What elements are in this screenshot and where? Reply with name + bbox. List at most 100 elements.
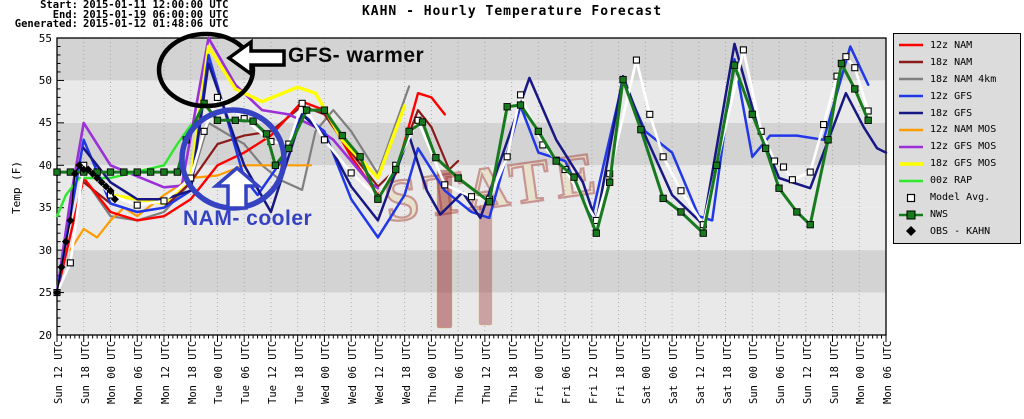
- marker-filled-square: [53, 168, 61, 176]
- x-tick-label: Wed 06 UTC: [347, 340, 360, 404]
- marker-open-square: [503, 153, 511, 161]
- marker-filled-square: [106, 168, 115, 176]
- legend-item-nammos12: 12z NAM MOS: [898, 123, 1020, 137]
- legend-label: 18z GFS MOS: [930, 158, 997, 170]
- y-tick-label: 45: [38, 116, 52, 130]
- x-tick-label: Sun 18 UTC: [828, 340, 841, 404]
- marker-diamond: [97, 178, 106, 187]
- marker-diamond: [102, 182, 111, 191]
- marker-filled-square: [503, 103, 511, 111]
- marker-filled-square: [356, 153, 364, 161]
- legend-label: 18z NAM 4km: [930, 73, 997, 85]
- marker-filled-square: [534, 127, 543, 135]
- legend-label: OBS - KAHN: [930, 225, 991, 237]
- annotation-nam-cooler: NAM- cooler: [183, 207, 313, 230]
- x-tick-label: Sat 00 UTC: [641, 340, 654, 404]
- marker-diamond: [84, 165, 93, 174]
- marker-diamond: [106, 186, 115, 195]
- y-tick-label: 35: [38, 201, 52, 215]
- series-nammos12: [69, 164, 313, 252]
- marker-filled-square: [699, 229, 707, 237]
- marker-diamond: [75, 161, 84, 170]
- run-info-label: End:: [52, 8, 78, 21]
- x-tick-label: Fri 06 UTC: [561, 340, 574, 404]
- run-info-row: End: 2015-01-19 06:00:00 UTC: [2, 8, 229, 21]
- legend-swatch-gfsmos18: [899, 162, 923, 166]
- legend-label: 12z NAM: [930, 39, 973, 51]
- legend-label: 12z GFS MOS: [930, 141, 997, 153]
- annotation-gfs-warmer: GFS- warmer: [288, 44, 425, 67]
- legend-item-gfsmos12: 12z GFS MOS: [898, 140, 1020, 154]
- legend-item-nam12: 12z NAM: [898, 38, 1020, 52]
- x-tick-label: Mon 12 UTC: [159, 340, 172, 404]
- legend-swatch-gfs12: [899, 94, 923, 98]
- marker-open-square: [677, 187, 685, 195]
- legend-swatch-nam12: [899, 44, 923, 47]
- x-tick-label: Mon 06 UTC: [133, 340, 146, 404]
- marker-filled-square: [730, 61, 739, 69]
- x-tick-label: Sat 18 UTC: [721, 340, 734, 404]
- run-info-row: Start: 2015-01-11 12:00:00 UTC: [2, 0, 228, 11]
- marker-filled-square: [320, 106, 329, 114]
- x-tick-label: Wed 00 UTC: [320, 340, 333, 404]
- x-tick-label: Sun 18 UTC: [79, 340, 92, 404]
- marker-open-square: [771, 157, 779, 165]
- x-tick-label: Fri 00 UTC: [534, 340, 547, 404]
- marker-filled-square: [418, 118, 427, 126]
- y-tick-label: 30: [38, 243, 52, 257]
- legend-swatch-obs: [906, 226, 916, 237]
- marker-open-square: [298, 99, 306, 107]
- marker-filled-square: [432, 153, 440, 162]
- band-light: [57, 207, 886, 251]
- marker-filled-square: [552, 157, 560, 165]
- chart-title: KAHN - Hourly Temperature Forecast: [361, 4, 663, 19]
- marker-filled-square: [748, 110, 756, 119]
- marker-filled-square: [824, 136, 832, 144]
- marker-filled-square: [570, 173, 578, 181]
- legend-label: 12z GFS: [930, 90, 973, 102]
- run-info-row: Generated: 2015-01-12 01:48:06 UTC: [2, 18, 229, 31]
- marker-open-square: [66, 259, 74, 267]
- x-tick-label: Mon 18 UTC: [186, 340, 199, 404]
- x-tick-label: Tue 12 UTC: [266, 340, 279, 404]
- y-tick-label: 40: [38, 158, 52, 172]
- watermark-shape: [436, 169, 453, 329]
- marker-filled-square: [285, 144, 293, 152]
- x-tick-label: Sun 06 UTC: [775, 340, 788, 404]
- y-tick-label: 55: [38, 31, 52, 45]
- marker-open-square: [806, 168, 814, 176]
- marker-filled-square: [133, 168, 141, 176]
- x-tick-label: Thu 12 UTC: [480, 340, 493, 404]
- x-tick-label: Thu 18 UTC: [507, 340, 520, 404]
- x-tick-label: Thu 06 UTC: [454, 340, 467, 404]
- marker-filled-square: [592, 229, 600, 237]
- legend-item-gfsmos18: 18z GFS MOS: [898, 157, 1020, 171]
- annotation-ellipse-gfs: [156, 31, 256, 109]
- marker-filled-square: [271, 161, 280, 169]
- marker-open-square: [788, 176, 796, 184]
- marker-filled-square: [302, 106, 311, 114]
- marker-open-square: [467, 193, 476, 201]
- legend-diamond: [906, 226, 916, 237]
- marker-filled-square: [213, 116, 222, 124]
- marker-filled-square: [677, 208, 685, 216]
- x-tick-label: Fri 18 UTC: [614, 340, 627, 404]
- marker-open-square: [213, 93, 222, 101]
- marker-diamond: [110, 195, 119, 204]
- marker-filled-square: [173, 168, 181, 176]
- run-info-label: Start:: [40, 0, 78, 11]
- run-info-label: Generated:: [14, 18, 78, 31]
- legend-item-nam18: 18z NAM: [898, 55, 1020, 69]
- marker-filled-square: [231, 116, 239, 124]
- marker-diamond: [93, 174, 102, 183]
- marker-filled-square: [837, 59, 846, 68]
- legend-label: 18z NAM: [930, 56, 973, 68]
- legend-swatch-rap00: [899, 179, 923, 183]
- legend-swatch-nam18: [899, 61, 923, 64]
- legend-item-avg: Model Avg.: [898, 191, 1020, 205]
- run-info: Start: 2015-01-11 12:00:00 UTC End: 2015-01…: [2, 0, 229, 31]
- marker-diamond: [79, 165, 88, 174]
- marker-diamond: [61, 237, 70, 246]
- marker-filled-square: [775, 184, 783, 192]
